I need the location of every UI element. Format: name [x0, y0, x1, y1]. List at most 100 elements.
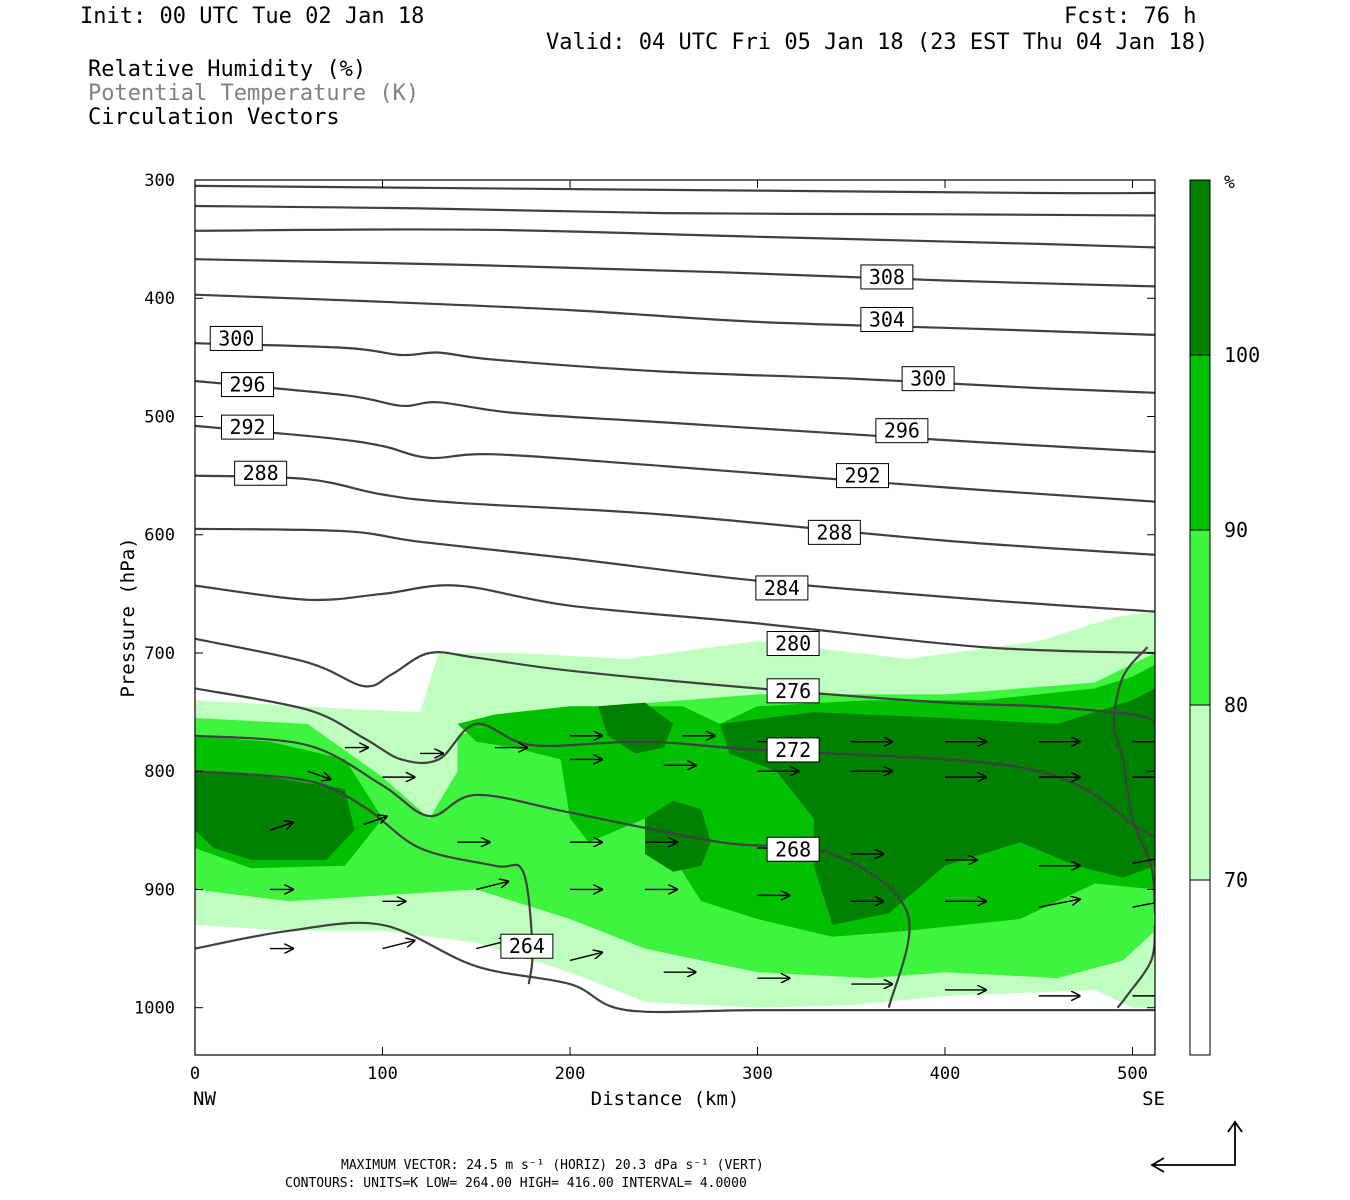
theta-contour-312-1: [195, 204, 1155, 217]
x-tick-label: 500: [1117, 1064, 1148, 1084]
colorbar-label: 70: [1224, 868, 1248, 892]
theta-contour-300-5: [195, 342, 1155, 394]
x-tick-label: 200: [555, 1064, 586, 1084]
theta-label-292-7: 292: [836, 463, 889, 489]
theta-contour-296-6: [195, 379, 1155, 454]
colorbar-label: 100: [1224, 343, 1260, 367]
circulation-vector-19: [269, 822, 293, 831]
theta-label-296-5: 296: [875, 418, 929, 444]
theta-contour-272-12: [195, 687, 1155, 838]
x-tick-label: 0: [190, 1064, 200, 1084]
theta-label-text: 272: [775, 738, 811, 762]
theta-label-text: 292: [229, 415, 265, 439]
theta-label-276-12: 276: [766, 678, 820, 704]
max-vector-note: MAXIMUM VECTOR: 24.5 m s⁻¹ (HORIZ) 20.3 …: [341, 1158, 764, 1173]
theta-label-box: [807, 519, 861, 545]
rh-region-100-4: [195, 771, 355, 860]
colorbar-segment: [1189, 179, 1211, 356]
circulation-vector-37: [1038, 899, 1080, 908]
circulation-vector-40: [382, 941, 415, 950]
theta-label-box: [901, 366, 955, 392]
y-tick-label: 300: [144, 171, 175, 191]
theta-label-text: 296: [229, 373, 265, 397]
theta-label-box: [836, 463, 889, 489]
theta-contour-284-9: [195, 527, 1155, 613]
theta-label-box: [766, 836, 820, 862]
theta-label-text: 304: [869, 308, 905, 332]
rh-region-100-7: [720, 688, 1155, 925]
theta-label-300-3: 300: [901, 366, 955, 392]
theta-label-box: [755, 575, 809, 601]
theta-label-text: 280: [775, 632, 811, 656]
circulation-vector-42: [569, 952, 602, 962]
theta-label-box: [209, 325, 263, 351]
colorbar-segment: [1189, 529, 1211, 706]
theta-label-304-1: 304: [860, 307, 914, 333]
y-tick-label: 900: [144, 880, 175, 900]
colorbar-segment: [1189, 879, 1211, 1056]
colorbar-label: 90: [1224, 518, 1248, 542]
theta-label-text: 300: [910, 367, 946, 391]
x-tick-label: 400: [930, 1064, 961, 1084]
theta-label-text: 296: [884, 419, 920, 443]
theta-label-308-0: 308: [860, 264, 914, 290]
theta-contour-316-0: [195, 184, 1155, 195]
theta-contour-310-2: [195, 228, 1155, 249]
theta-label-text: 264: [509, 934, 545, 958]
theta-label-296-4: 296: [221, 372, 274, 398]
y-tick-label: 700: [144, 644, 175, 664]
theta-label-box: [766, 631, 820, 657]
theta-contour-304-4: [195, 293, 1155, 336]
theta-label-text: 288: [243, 461, 279, 485]
theta-label-box: [860, 307, 914, 333]
theta-contour-276-11: [195, 637, 1155, 723]
init-time: Init: 00 UTC Tue 02 Jan 18: [80, 4, 425, 29]
field-rh-title: Relative Humidity (%): [88, 57, 367, 82]
colorbar-label: 80: [1224, 693, 1248, 717]
plot-area: 3083043003002962962922922882882842802762…: [195, 184, 1155, 1014]
theta-contour-280-10: [195, 584, 1155, 655]
theta-label-300-2: 300: [209, 325, 263, 351]
theta-contour-288-8: [195, 474, 1155, 556]
circulation-vector-20: [363, 816, 387, 826]
theta-label-box: [875, 418, 929, 444]
theta-label-268-14: 268: [766, 836, 820, 862]
forecast-hour: Fcst: 76 h: [1064, 4, 1197, 29]
valid-time: Valid: 04 UTC Fri 05 Jan 18 (23 EST Thu …: [546, 30, 1209, 55]
theta-label-288-9: 288: [807, 519, 861, 545]
colorbar-segment: [1189, 704, 1211, 881]
theta-label-284-10: 284: [755, 575, 809, 601]
colorbar-unit: %: [1224, 172, 1235, 193]
circulation-vector-28: [1132, 858, 1155, 865]
y-tick-label: 600: [144, 526, 175, 546]
theta-label-box: [221, 372, 274, 398]
colorbar-segment: [1189, 354, 1211, 531]
x-end-label-right: SE: [1142, 1088, 1165, 1110]
rh-region-100-5: [598, 702, 674, 754]
plot-frame: [194, 179, 1156, 1056]
theta-label-272-13: 272: [766, 737, 820, 763]
theta-label-292-6: 292: [221, 414, 274, 440]
theta-label-box: [221, 414, 274, 440]
theta-label-box: [500, 933, 554, 959]
y-axis-title: Pressure (hPa): [117, 537, 139, 697]
theta-label-box: [234, 460, 288, 486]
x-axis-title: Distance (km): [591, 1088, 740, 1110]
x-end-label-left: NW: [193, 1088, 216, 1110]
y-tick-label: 800: [144, 762, 175, 782]
field-vectors-title: Circulation Vectors: [88, 105, 340, 130]
theta-label-text: 268: [775, 837, 811, 861]
theta-label-text: 292: [844, 464, 880, 488]
theta-label-text: 288: [816, 520, 852, 544]
theta-label-280-11: 280: [766, 631, 820, 657]
y-tick-label: 500: [144, 407, 175, 427]
reference-vector-key: [1152, 1122, 1236, 1166]
theta-contour-264-16: [1112, 646, 1155, 914]
theta-label-text: 300: [218, 326, 254, 350]
circulation-vector-38: [1132, 902, 1155, 908]
y-tick-label: 400: [144, 289, 175, 309]
theta-label-text: 308: [869, 265, 905, 289]
reference-vector-key-head-up: [1227, 1120, 1243, 1133]
field-theta-title: Potential Temperature (K): [88, 81, 420, 106]
